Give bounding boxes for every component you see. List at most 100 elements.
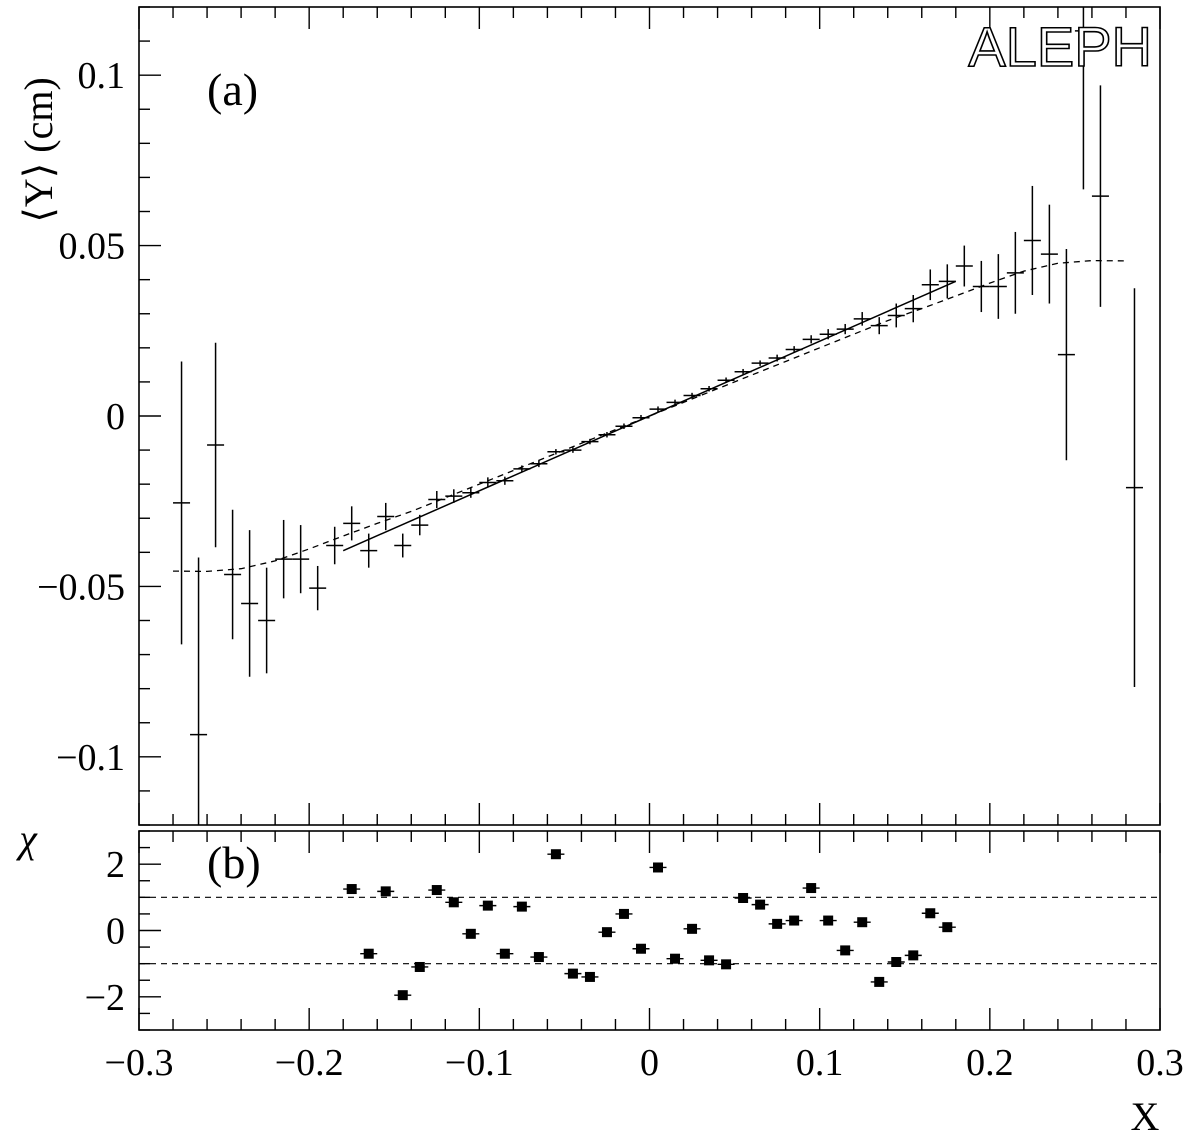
data-point [275,520,292,598]
square-marker [534,952,544,962]
chi-point [394,990,411,1000]
x-tick-label: 0.3 [1136,1042,1184,1084]
square-marker [568,969,578,979]
data-point [871,317,888,334]
x-tick-label: −0.1 [445,1042,514,1084]
chi-point [735,893,752,903]
data-point [428,491,445,508]
square-marker [772,919,782,929]
data-point [411,515,428,535]
data-point [394,534,411,558]
data-point [1058,249,1075,460]
panel-b-points [343,849,956,1000]
square-marker [636,944,646,954]
square-marker [942,922,952,932]
data-point [326,527,343,564]
data-point [1041,205,1058,304]
data-point [735,369,752,374]
panel-b-y-axis-title: χ [15,816,38,861]
data-point [939,264,956,298]
chi-point [632,944,649,954]
chi-point [513,902,530,912]
square-marker [687,924,697,934]
square-marker [347,884,357,894]
square-marker [500,949,510,959]
chi-point [752,900,769,910]
chi-point [360,949,377,959]
x-tick-label: −0.3 [105,1042,174,1084]
chi-point [871,977,888,987]
data-point [207,343,224,548]
data-point [513,465,530,472]
square-marker [721,959,731,969]
panel-b-reference-lines [139,897,1160,963]
square-marker [449,897,459,907]
square-marker [585,972,595,982]
data-point [479,477,496,487]
square-marker [381,886,391,896]
data-point [360,534,377,568]
square-marker [415,962,425,972]
chi-point [820,916,837,926]
chi-point [496,949,513,959]
data-point [854,312,871,326]
chi-point [769,919,786,929]
y-tick-label: −2 [85,977,125,1019]
data-point [990,254,1007,319]
data-point [956,246,973,287]
square-marker [908,950,918,960]
data-point [1007,232,1024,314]
chi-point [598,927,615,937]
aleph-logo: ALEPH [968,15,1152,78]
panel-b: −2 0 2 −0.3 −0.2 −0.1 0 0.1 0.2 0.3 (b) χ X [15,816,1184,1138]
data-point [547,449,564,454]
square-marker [466,929,476,939]
y-tick-label: −0.1 [56,737,125,779]
y-tick-label: 0 [106,911,125,953]
x-axis-title: X [1131,1094,1160,1138]
panel-b-label: (b) [207,837,261,888]
data-point [190,557,207,825]
data-point [632,415,649,420]
data-point [718,377,735,382]
data-point [973,261,990,312]
chi-point [905,950,922,960]
square-marker [364,949,374,959]
chi-point [888,957,905,967]
square-marker [823,916,833,926]
square-marker [840,945,850,955]
square-marker [857,917,867,927]
data-point [241,530,258,677]
data-point [1024,186,1041,295]
data-point [684,393,701,398]
square-marker [704,955,714,965]
square-marker [483,901,493,911]
square-marker [432,885,442,895]
data-point [462,488,479,498]
data-point [496,477,513,485]
y-tick-label: −0.05 [37,566,125,608]
chi-point [428,885,445,895]
chi-point [377,886,394,896]
chi-point [837,945,854,955]
data-point [258,568,275,674]
chi-point [939,922,956,932]
chi-point [479,901,496,911]
chi-point [445,897,462,907]
x-tick-label: −0.2 [275,1042,344,1084]
chi-point [803,883,820,893]
data-point [786,346,803,353]
data-point [173,361,190,644]
square-marker [755,900,765,910]
data-point [224,510,241,640]
chi-point [547,849,564,859]
data-point [820,329,837,339]
data-point [769,355,786,362]
chi-point [615,909,632,919]
chi-point [667,954,684,964]
panel-a-label: (a) [207,64,258,115]
chi-point [684,924,701,934]
panel-a: −0.1−0.0500.050.1 (a) ⟨Y⟩ (cm) ALEPH [16,7,1160,825]
panel-b-ticks [139,831,1160,1030]
